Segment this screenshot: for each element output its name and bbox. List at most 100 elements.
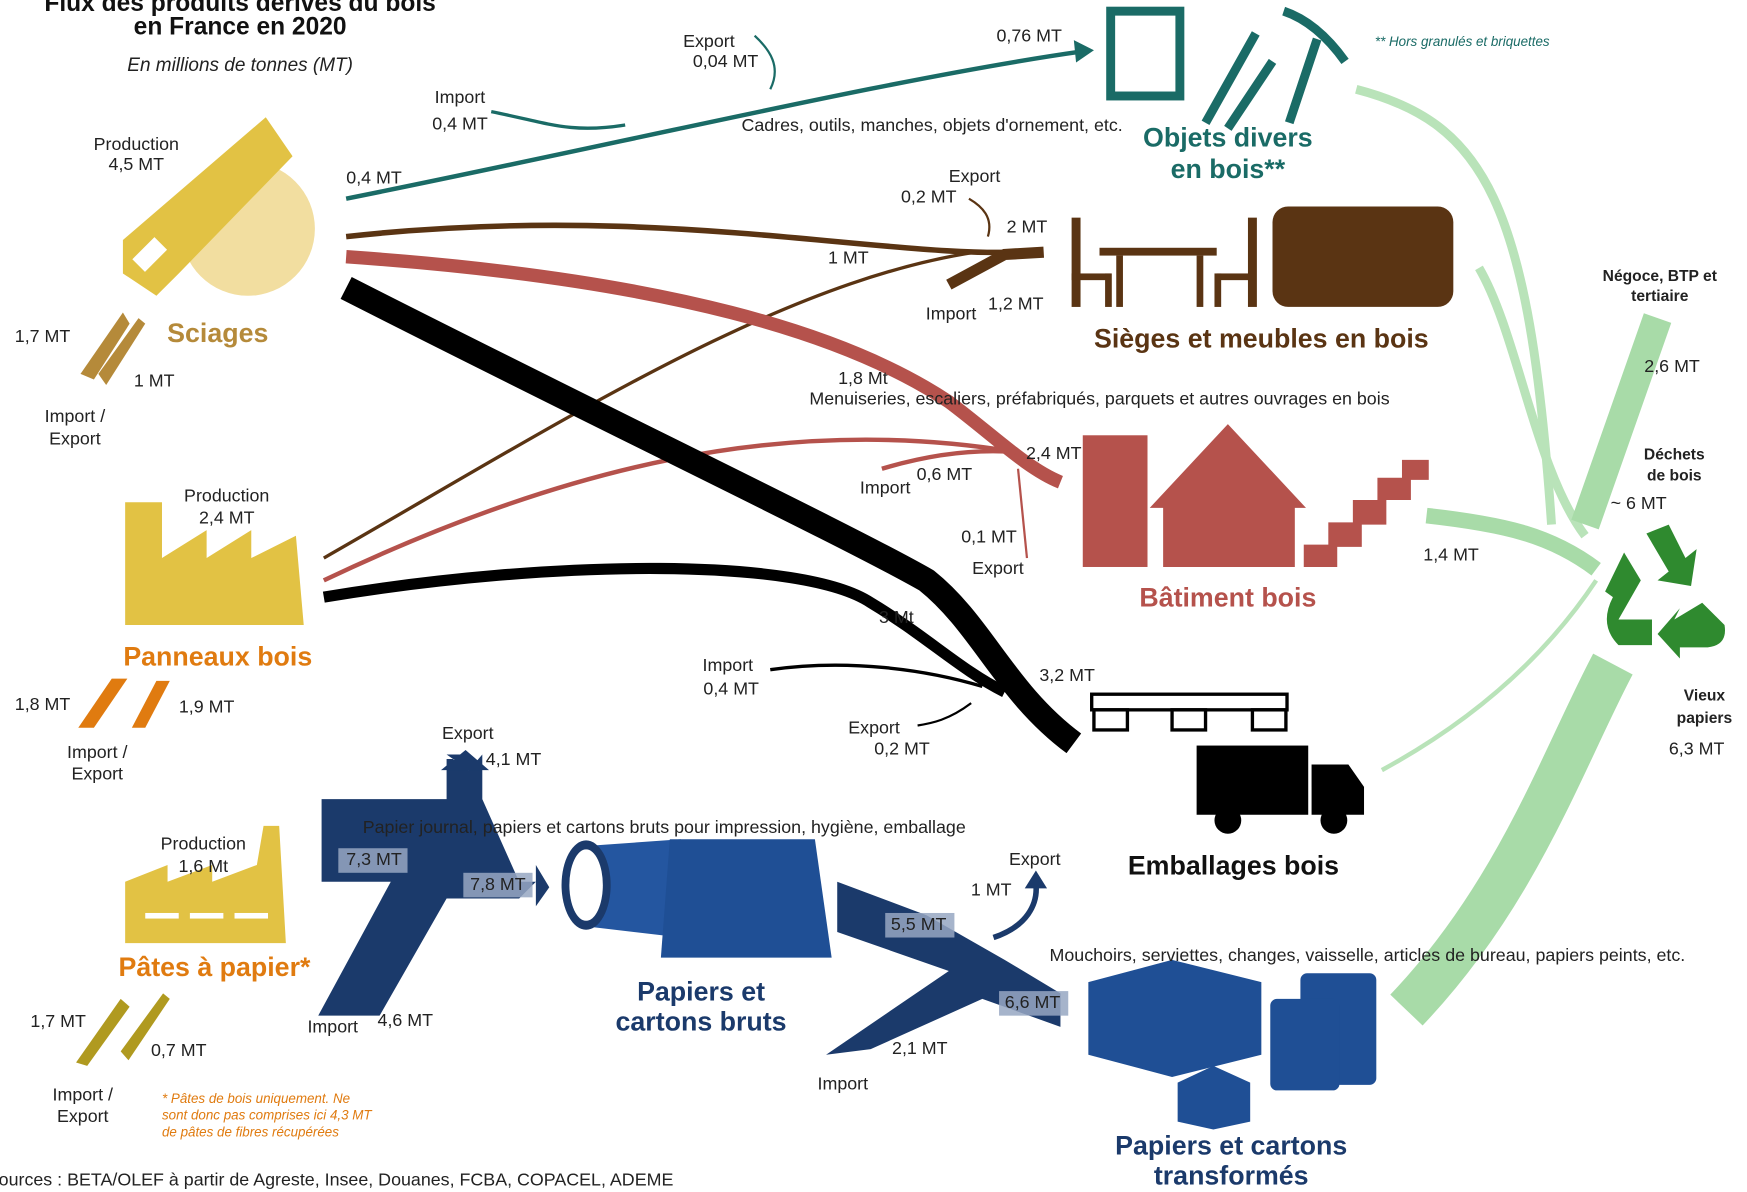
panneaux-name: Panneaux bois [123, 642, 312, 672]
batiment-flows: 1,8 Mt [838, 368, 888, 388]
papiers-transformes-name: transformés [1154, 1161, 1309, 1191]
objets-flows: Import [435, 87, 486, 107]
flow [992, 883, 1039, 941]
recyclage-dechets: Déchets [1644, 446, 1705, 463]
sieges-name: Sièges et meubles en bois [1094, 323, 1429, 353]
papiers-transformes-flows: Import [818, 1074, 869, 1094]
emballages-name: Emballages bois [1128, 850, 1339, 880]
recyclage-dechets: de bois [1647, 468, 1702, 485]
header-subtitle: En millions de tonnes (MT) [127, 55, 353, 76]
objets-flows: 0,76 MT [996, 26, 1062, 46]
objets-flows: 0,4 MT [346, 167, 402, 187]
objects-icon [1106, 6, 1349, 131]
pates-name: Pâtes à papier* [118, 952, 311, 982]
recycle-icon [1605, 524, 1726, 659]
objets-name: Objets divers [1143, 123, 1313, 153]
pates-export-mt: 0,7 MT [151, 1040, 207, 1060]
packaging-icon [1090, 692, 1365, 834]
arrows-trade [76, 312, 170, 1066]
emballages-flows: Export [848, 718, 900, 738]
sciages-export-mt: 1 MT [134, 370, 175, 390]
papiers-transformes-name: Papiers et cartons [1115, 1130, 1347, 1160]
batiment-flows: 0,6 MT [917, 464, 973, 484]
flow [345, 49, 1084, 201]
batiment-flows: 0,1 MT [961, 527, 1017, 547]
papiers-bruts-name: cartons bruts [616, 1007, 787, 1037]
pates-production-mt: 1,6 Mt [178, 856, 228, 876]
panneaux-trade: Export [71, 763, 123, 783]
emballages-flows: 3 Mt [879, 607, 914, 627]
papiers-bruts-flows: Export [442, 723, 494, 743]
flow [345, 250, 1064, 489]
sieges-flows: 1 MT [828, 248, 869, 268]
flow [881, 448, 1016, 471]
sciages-production: Production [94, 134, 179, 154]
sieges-flows: Import [926, 303, 977, 323]
flow [340, 277, 1082, 754]
header-title-line1: Flux des produits dérivés du bois [44, 0, 435, 17]
recyclage-negoce: tertiaire [1631, 288, 1689, 305]
panneaux-production: Production [184, 485, 269, 505]
flow [1475, 265, 1589, 539]
recyclage-negoce: Négoce, BTP et [1603, 268, 1717, 285]
paper-flows [318, 750, 1069, 1055]
flow-shape [826, 881, 1061, 1055]
pulp-icon [125, 825, 286, 944]
sciages-production-mt: 4,5 MT [109, 154, 165, 174]
flow [1571, 313, 1672, 530]
flow-shape [318, 754, 536, 1016]
flow [946, 246, 1045, 290]
papiers-bruts-flows: Import [307, 1017, 358, 1037]
arrow [1073, 40, 1094, 63]
papiers-bruts-flows: 7,3 MT [346, 849, 402, 869]
objets-flows: 0,4 MT [432, 114, 488, 134]
sciages-import-mt: 1,7 MT [15, 326, 71, 346]
flow [345, 222, 1039, 256]
factory-icon [125, 502, 304, 626]
footer-source: Sources : BETA/OLEF à partir de Agreste,… [0, 1170, 673, 1190]
arrow [1024, 870, 1048, 889]
papiers-transformes-flows: 5,5 MT [891, 914, 947, 934]
saw-icon [122, 117, 315, 296]
objets-name: en bois** [1171, 154, 1286, 184]
pates-note: * Pâtes de bois uniquement. Ne [162, 1091, 350, 1106]
sieges-flows: Export [949, 166, 1001, 186]
flow [1390, 653, 1633, 1026]
flow [917, 702, 972, 727]
flow [322, 249, 983, 560]
flow [490, 109, 626, 130]
objets-flows: 0,04 MT [693, 51, 759, 71]
papiers-transformes-desc: Mouchoirs, serviettes, changes, vaissell… [1049, 945, 1685, 965]
papiers-bruts-flows: 4,1 MT [486, 749, 542, 769]
emballages-flows: 3,2 MT [1039, 665, 1095, 685]
flow [753, 34, 776, 90]
recycling-flows [1355, 84, 1672, 1026]
flow [770, 663, 983, 689]
panneaux-trade: Import / [67, 742, 128, 762]
recyclage-vieux-mt: 6,3 MT [1669, 739, 1725, 759]
building-icon [1082, 424, 1429, 567]
panneaux-production-mt: 2,4 MT [199, 508, 255, 528]
furniture-icon [1071, 206, 1454, 307]
papiers-bruts-desc: Papier journal, papiers et cartons bruts… [363, 817, 966, 837]
flow [1380, 579, 1599, 773]
sieges-flows: 2 MT [1007, 216, 1048, 236]
pates-note: de pâtes de fibres récupérées [162, 1124, 339, 1139]
icons [76, 6, 1726, 1130]
sciages-trade: Import / [45, 406, 106, 426]
emballages-flows: 0,2 MT [874, 739, 930, 759]
boxes-icon [1088, 959, 1377, 1130]
header-title-line2: en France en 2020 [134, 13, 347, 40]
objets-flows: Export [683, 31, 735, 51]
label-boxes [338, 848, 1069, 1016]
flow [322, 562, 1008, 697]
recyclage-batiment-mt: 1,4 MT [1423, 545, 1479, 565]
flow [1355, 84, 1556, 525]
batiment-flows: Export [972, 558, 1024, 578]
batiment-desc: Menuiseries, escaliers, préfabriqués, pa… [809, 388, 1389, 408]
pates-trade: Export [57, 1106, 109, 1126]
papiers-transformes-flows: 2,1 MT [892, 1038, 948, 1058]
panneaux-import-mt: 1,8 MT [15, 694, 71, 714]
paper-roll-icon [561, 839, 832, 958]
